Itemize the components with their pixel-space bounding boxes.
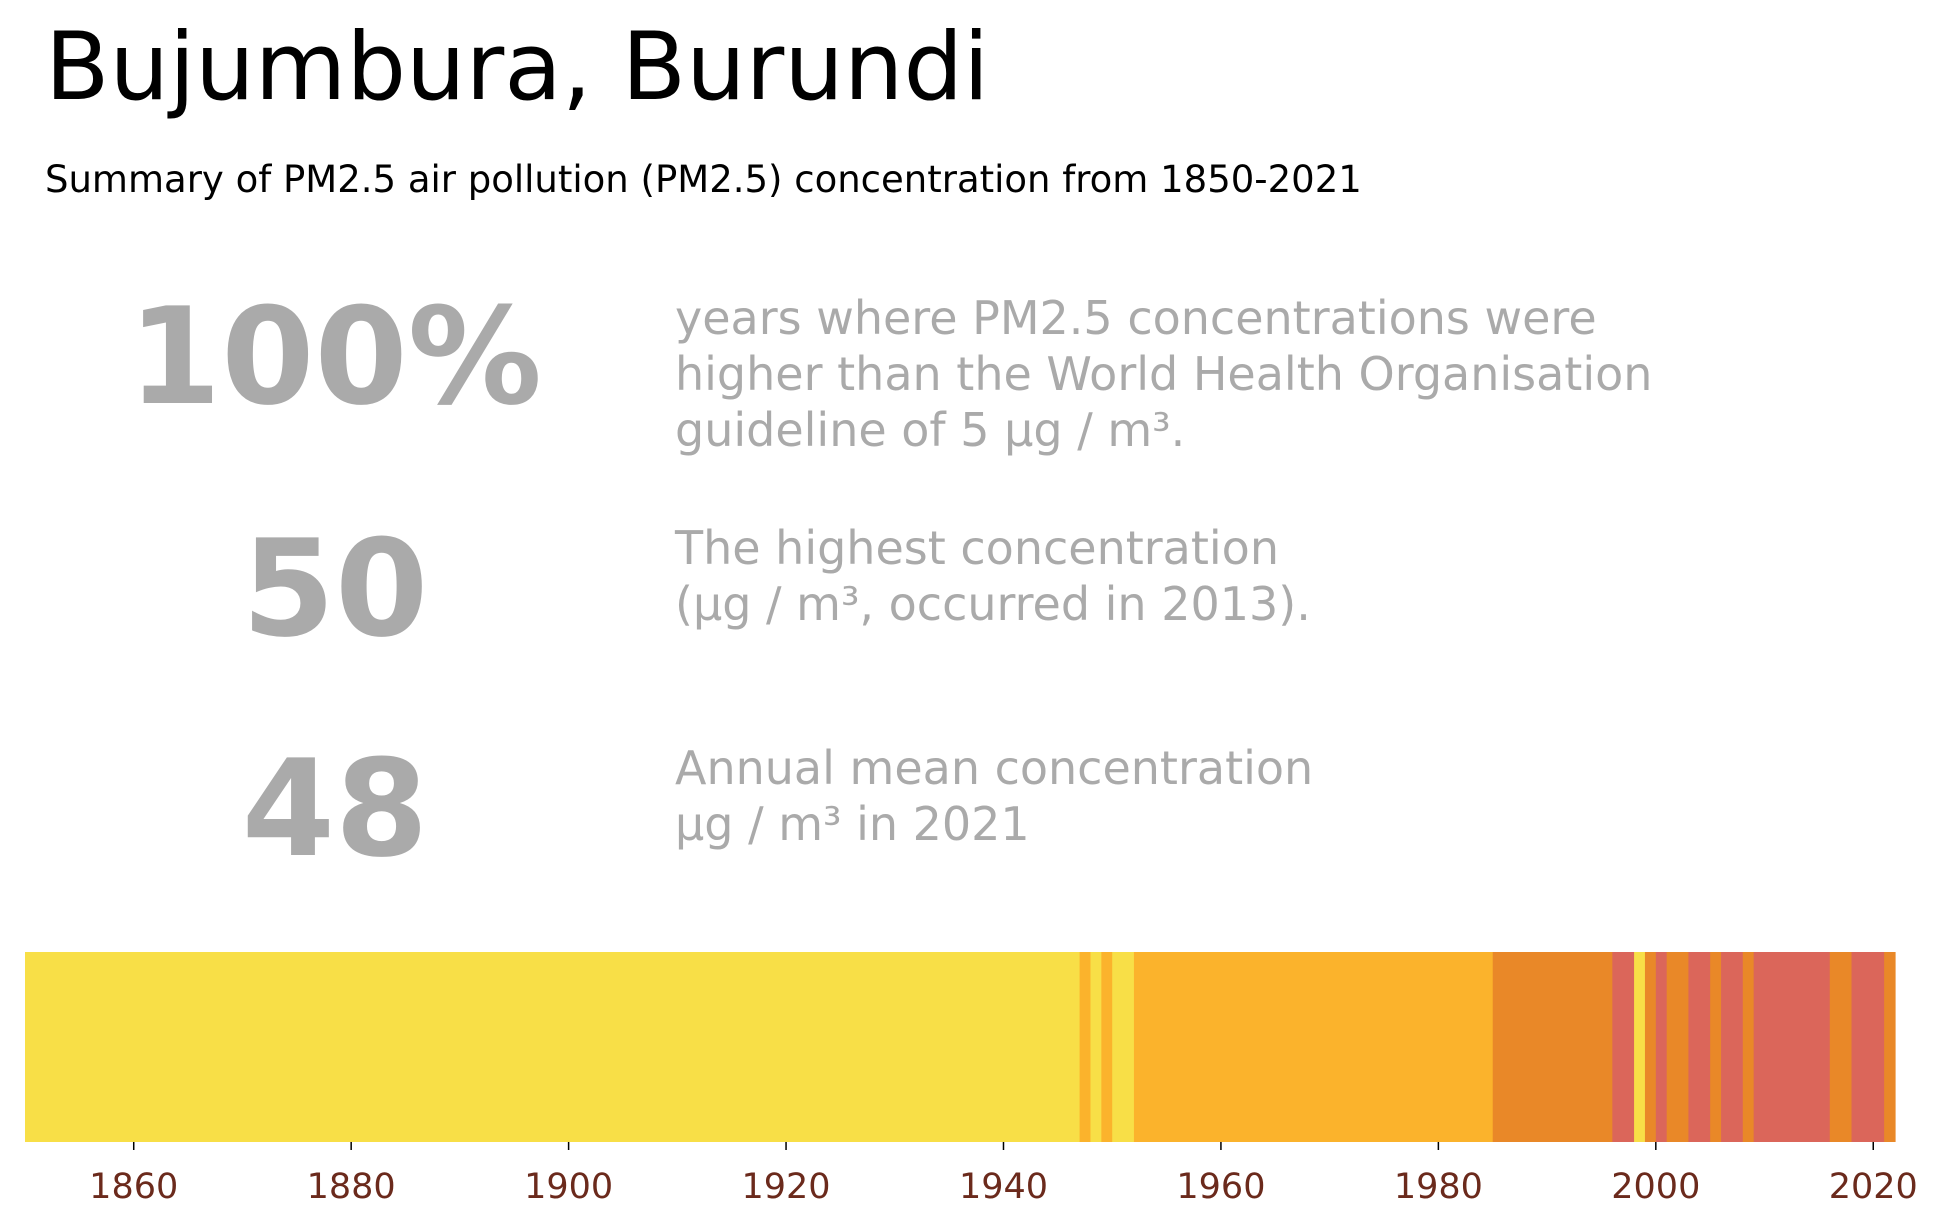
stripe-2003 — [1688, 952, 1711, 1142]
x-tick-label: 1920 — [742, 1167, 831, 1207]
stat-highest-value: 50 — [241, 511, 429, 667]
x-tick-label: 1940 — [959, 1167, 1048, 1207]
stat-mean-line: µg / m³ in 2021 — [675, 797, 1030, 851]
stat-highest-line: (µg / m³, occurred in 2013). — [675, 577, 1311, 631]
stripe-2018 — [1851, 952, 1885, 1142]
x-tick-label: 1860 — [89, 1167, 178, 1207]
stripe-1950 — [1112, 952, 1135, 1142]
stat-percent-line: years where PM2.5 concentrations were — [675, 291, 1597, 345]
stripe-1850 — [25, 952, 1081, 1142]
stripe-1947 — [1079, 952, 1092, 1142]
stripe-1948 — [1090, 952, 1102, 1142]
stripe-2009 — [1753, 952, 1831, 1142]
stat-percent-value: 100% — [128, 279, 542, 435]
stripe-1952 — [1133, 952, 1494, 1142]
page-subtitle: Summary of PM2.5 air pollution (PM2.5) c… — [45, 158, 1362, 201]
stripe-group — [25, 952, 1896, 1142]
stripe-2005 — [1710, 952, 1722, 1142]
stat-percent-description: years where PM2.5 concentrations were hi… — [675, 290, 1652, 458]
page-title: Bujumbura, Burundi — [45, 13, 990, 122]
stripe-1949 — [1101, 952, 1113, 1142]
stat-percent-line: higher than the World Health Organisatio… — [675, 347, 1653, 401]
stat-percent-line: guideline of 5 µg / m³. — [675, 403, 1186, 457]
stat-mean-description: Annual mean concentration µg / m³ in 202… — [675, 740, 1313, 852]
x-tick-label: 2000 — [1611, 1167, 1700, 1207]
x-tick-label: 1900 — [524, 1167, 613, 1207]
x-tick-label: 1980 — [1394, 1167, 1483, 1207]
stripe-1998 — [1634, 952, 1646, 1142]
stripe-2001 — [1666, 952, 1690, 1142]
stat-highest-description: The highest concentration (µg / m³, occu… — [675, 520, 1311, 632]
stripe-1996 — [1612, 952, 1635, 1142]
stat-mean-line: Annual mean concentration — [675, 741, 1314, 795]
stripe-2006 — [1721, 952, 1744, 1142]
x-axis: 1860 1880 1900 1920 1940 1960 1980 2000 2020 — [89, 1142, 1918, 1207]
stat-mean-value: 48 — [241, 731, 429, 887]
x-tick-label: 1880 — [307, 1167, 396, 1207]
stripe-1985 — [1492, 952, 1613, 1142]
stripe-2016 — [1829, 952, 1853, 1142]
stripe-2000 — [1655, 952, 1668, 1142]
x-tick-label: 1960 — [1176, 1167, 1265, 1207]
x-tick-label: 2020 — [1829, 1167, 1918, 1207]
stat-highest-line: The highest concentration — [675, 521, 1279, 575]
stripe-2008 — [1742, 952, 1755, 1142]
stripe-2021 — [1884, 952, 1896, 1142]
stripe-1999 — [1644, 952, 1657, 1142]
